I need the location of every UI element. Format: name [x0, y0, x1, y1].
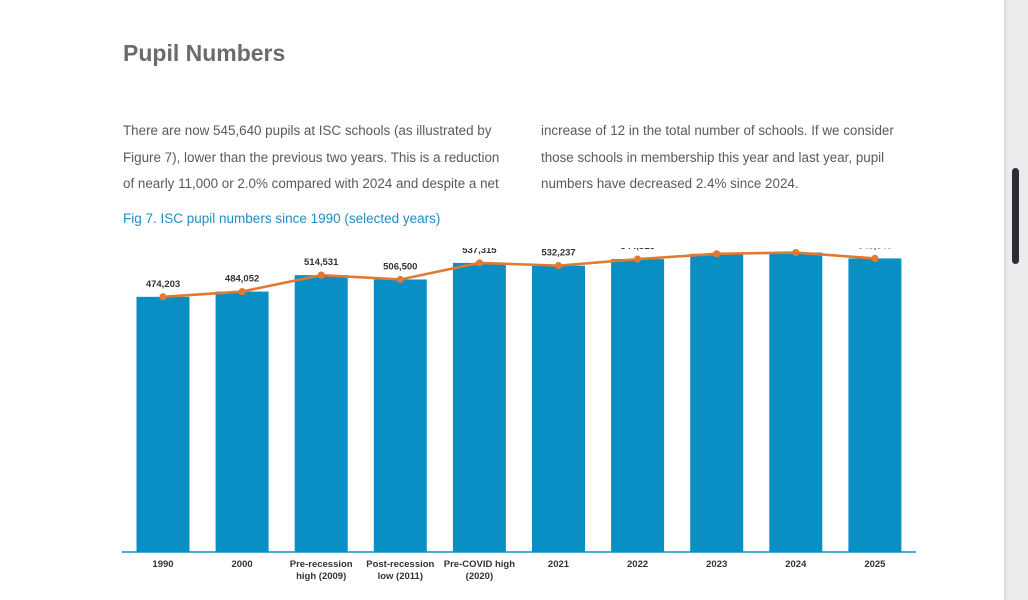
data-label: 532,237	[541, 248, 575, 259]
data-label: 484,052	[225, 274, 259, 285]
category-label: 1990	[152, 559, 173, 570]
paragraph-line: of nearly 11,000 or 2.0% compared with 2…	[123, 176, 499, 191]
data-label: 545,640	[858, 248, 892, 251]
data-label: 506,500	[383, 261, 417, 272]
category-label: 2022	[627, 559, 648, 570]
category-label: 2000	[232, 559, 253, 570]
category-label: 2021	[548, 559, 570, 570]
paragraph-line: There are now 545,640 pupils at ISC scho…	[123, 123, 492, 138]
paragraph-line: those schools in membership this year an…	[541, 149, 885, 165]
trend-marker	[871, 254, 879, 263]
category-label: high (2009)	[296, 571, 346, 582]
category-label: Post-recession	[366, 559, 434, 570]
trend-marker	[159, 293, 167, 301]
paragraph-column-right: increase of 12 in the total number of sc…	[541, 118, 921, 198]
trend-marker	[554, 262, 563, 270]
paragraph-line: Figure 7), lower than the previous two y…	[123, 149, 500, 165]
data-label: 474,203	[146, 279, 180, 290]
data-label: 544,316	[620, 248, 654, 252]
category-label: (2020)	[466, 571, 493, 582]
chart-bar	[769, 252, 823, 552]
figure-title: Fig 7. ISC pupil numbers since 1990 (sel…	[123, 211, 441, 226]
scrollbar-thumb[interactable]	[1012, 168, 1019, 264]
trend-line	[162, 251, 875, 299]
paragraph-line: increase of 12 in the total number of sc…	[541, 123, 894, 138]
trend-marker	[713, 250, 721, 258]
trend-marker	[238, 287, 246, 296]
chart-bar	[136, 296, 190, 552]
chart-bar	[215, 291, 269, 552]
category-label: low (2011)	[378, 571, 423, 582]
chart-bar	[690, 253, 744, 552]
category-label: Pre-recession	[290, 559, 353, 570]
trend-marker	[792, 248, 800, 257]
chart-svg: 474,203 484,052 514,531 506,500 537,315 532,2…	[122, 248, 916, 582]
document-page: Pupil Numbers There are now 545,640 pupi…	[0, 0, 1005, 600]
category-label: Pre-COVID high	[444, 559, 515, 570]
chart-bar	[848, 258, 902, 552]
chart-bar	[373, 279, 427, 552]
chart-bar	[294, 275, 348, 552]
trend-marker	[396, 275, 404, 284]
paragraph-column-left: There are now 545,640 pupils at ISC scho…	[123, 118, 518, 198]
chart-bar	[532, 265, 585, 552]
trend-marker	[634, 255, 642, 263]
scrollbar-track[interactable]	[1008, 0, 1028, 600]
data-label: 514,531	[304, 257, 339, 268]
paragraph-line: numbers have decreased 2.4% since 2024.	[541, 176, 799, 191]
chart-bar	[611, 259, 665, 552]
category-label: 2023	[706, 559, 727, 570]
pupil-numbers-chart: 474,203 484,052 514,531 506,500 537,315 532,2…	[118, 248, 918, 600]
data-label: 537,315	[462, 248, 497, 256]
category-label: 2025	[864, 559, 886, 570]
section-heading: Pupil Numbers	[123, 40, 286, 66]
category-label: 2024	[785, 559, 807, 570]
chart-bar	[452, 262, 506, 552]
trend-marker	[317, 271, 325, 279]
trend-marker	[475, 259, 483, 267]
